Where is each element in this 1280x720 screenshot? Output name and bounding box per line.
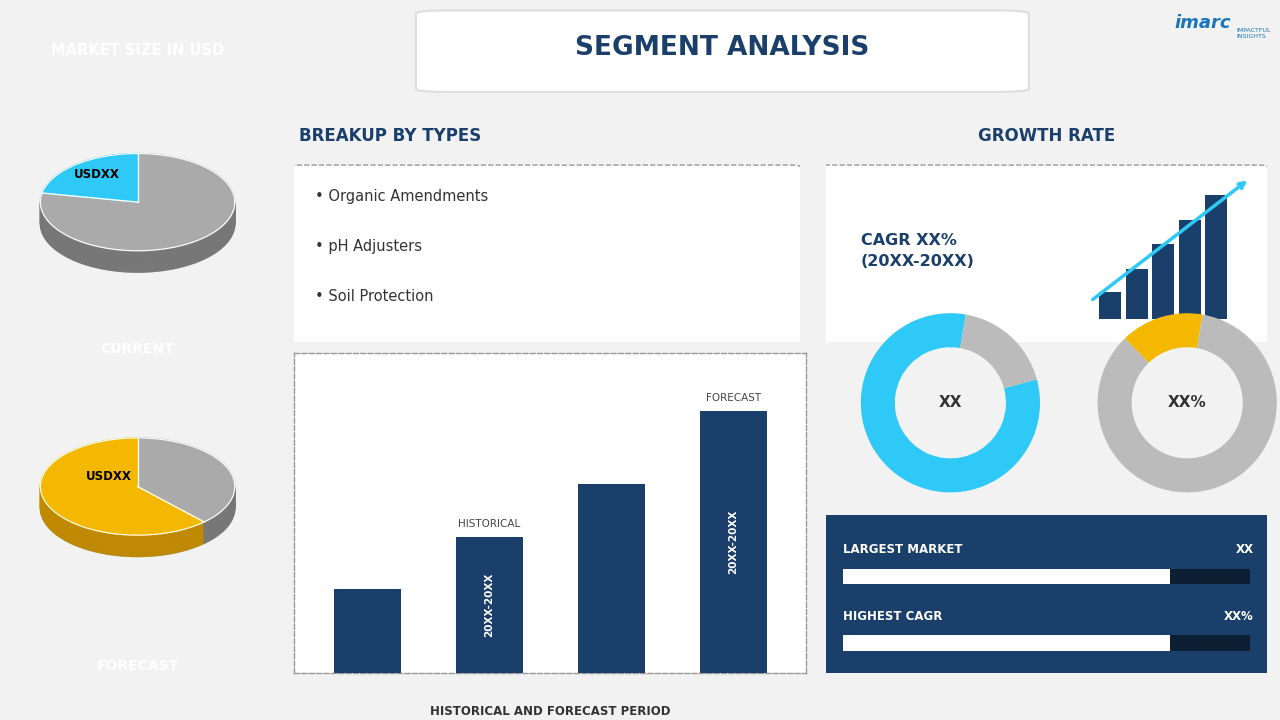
- FancyBboxPatch shape: [284, 165, 803, 346]
- Text: 20XX-20XX: 20XX-20XX: [728, 510, 739, 574]
- Polygon shape: [41, 211, 234, 261]
- Polygon shape: [41, 153, 234, 251]
- Polygon shape: [41, 459, 234, 557]
- Polygon shape: [204, 505, 234, 541]
- Wedge shape: [1098, 315, 1276, 492]
- Bar: [700, 410, 767, 673]
- Text: HISTORICAL AND FORECAST PERIOD: HISTORICAL AND FORECAST PERIOD: [430, 706, 671, 719]
- Polygon shape: [41, 202, 234, 253]
- FancyBboxPatch shape: [808, 508, 1280, 680]
- Bar: [1100, 292, 1121, 320]
- Polygon shape: [204, 494, 234, 531]
- Text: • Soil Protection: • Soil Protection: [315, 289, 433, 304]
- Text: MARKET SIZE IN USD: MARKET SIZE IN USD: [51, 43, 224, 58]
- Polygon shape: [41, 496, 204, 546]
- Bar: [1170, 635, 1249, 651]
- FancyBboxPatch shape: [416, 11, 1029, 92]
- Text: SEGMENT ANALYSIS: SEGMENT ANALYSIS: [575, 35, 869, 61]
- Text: • pH Adjusters: • pH Adjusters: [315, 239, 421, 254]
- Text: XX: XX: [1236, 543, 1254, 556]
- Polygon shape: [204, 488, 234, 526]
- Wedge shape: [861, 313, 1039, 492]
- Bar: [577, 484, 645, 673]
- Bar: [1206, 194, 1228, 320]
- Polygon shape: [41, 438, 204, 535]
- Polygon shape: [204, 495, 234, 533]
- Polygon shape: [41, 489, 204, 539]
- Polygon shape: [204, 487, 234, 523]
- Polygon shape: [41, 206, 234, 256]
- Text: CAGR XX%
(20XX-20XX): CAGR XX% (20XX-20XX): [861, 233, 975, 269]
- Polygon shape: [204, 506, 234, 544]
- Polygon shape: [204, 490, 234, 527]
- Polygon shape: [41, 498, 204, 548]
- Polygon shape: [41, 218, 234, 269]
- Polygon shape: [41, 492, 204, 542]
- Bar: [456, 536, 524, 673]
- Text: imarc: imarc: [1175, 14, 1231, 32]
- Polygon shape: [41, 204, 234, 254]
- Polygon shape: [41, 487, 204, 537]
- Bar: [1126, 269, 1148, 320]
- Text: USDXX: USDXX: [74, 168, 120, 181]
- Polygon shape: [138, 438, 234, 522]
- Text: HISTORICAL: HISTORICAL: [458, 518, 521, 528]
- Wedge shape: [1125, 313, 1203, 363]
- Polygon shape: [41, 503, 204, 553]
- Polygon shape: [41, 506, 204, 557]
- Text: FORECAST: FORECAST: [705, 392, 760, 402]
- Bar: [1152, 245, 1175, 320]
- Bar: [334, 589, 401, 673]
- Polygon shape: [204, 492, 234, 529]
- Polygon shape: [204, 503, 234, 540]
- Polygon shape: [41, 501, 204, 552]
- FancyBboxPatch shape: [817, 165, 1270, 346]
- Text: • Organic Amendments: • Organic Amendments: [315, 189, 488, 204]
- Polygon shape: [41, 210, 234, 260]
- Text: HIGHEST CAGR: HIGHEST CAGR: [844, 610, 942, 623]
- Text: GROWTH RATE: GROWTH RATE: [978, 127, 1115, 145]
- Polygon shape: [41, 175, 234, 272]
- Polygon shape: [41, 505, 204, 554]
- Text: USDXX: USDXX: [86, 470, 132, 483]
- Bar: [844, 569, 1170, 585]
- Polygon shape: [41, 207, 234, 258]
- Text: FORECAST: FORECAST: [96, 659, 179, 673]
- Polygon shape: [41, 490, 204, 541]
- Polygon shape: [42, 153, 138, 202]
- Text: XX: XX: [938, 395, 963, 410]
- Text: 20XX-20XX: 20XX-20XX: [484, 572, 494, 637]
- Polygon shape: [41, 494, 204, 544]
- Polygon shape: [41, 222, 234, 272]
- Text: XX%: XX%: [1167, 395, 1207, 410]
- Polygon shape: [41, 215, 234, 265]
- Wedge shape: [960, 315, 1037, 388]
- Polygon shape: [41, 220, 234, 270]
- Text: BREAKUP BY TYPES: BREAKUP BY TYPES: [300, 127, 481, 145]
- Bar: [1170, 569, 1249, 585]
- Polygon shape: [204, 498, 234, 534]
- Bar: [1179, 220, 1201, 320]
- Polygon shape: [41, 499, 204, 549]
- Text: IMPACTFUL
INSIGHTS: IMPACTFUL INSIGHTS: [1236, 28, 1271, 39]
- Text: CURRENT: CURRENT: [101, 342, 174, 356]
- Polygon shape: [41, 217, 234, 267]
- Polygon shape: [204, 501, 234, 538]
- Bar: [844, 635, 1170, 651]
- Text: LARGEST MARKET: LARGEST MARKET: [844, 543, 963, 556]
- Polygon shape: [41, 213, 234, 264]
- Text: XX%: XX%: [1224, 610, 1254, 623]
- Polygon shape: [204, 499, 234, 536]
